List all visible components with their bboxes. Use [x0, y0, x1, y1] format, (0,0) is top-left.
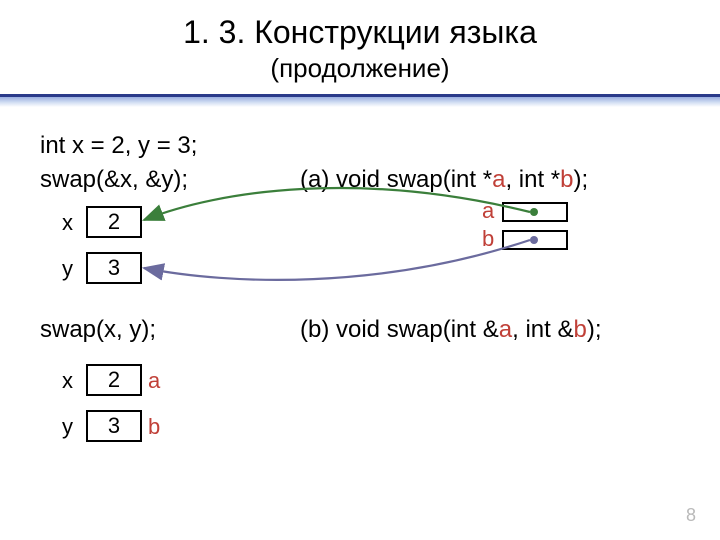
val-x: 2 [108, 209, 120, 235]
box-b [502, 230, 568, 250]
sig-b-param-a: a [499, 316, 512, 343]
val-x2: 2 [108, 367, 120, 393]
ref-b: b [148, 414, 160, 440]
page-number: 8 [686, 505, 696, 526]
signature-b: (b) void swap(int &a, int &b); [300, 316, 602, 344]
label-x: x [62, 210, 73, 236]
sig-a-param-a: a [492, 166, 505, 193]
header-rule [0, 94, 720, 107]
slide: 1. 3. Конструкции языка (продолжение) in… [0, 0, 720, 540]
sig-a-mid: , int * [505, 166, 560, 193]
label-b: b [482, 226, 494, 252]
sig-b-prefix: (b) void swap(int & [300, 316, 499, 343]
arrow-b-to-y [144, 240, 530, 280]
sig-a-param-b: b [560, 166, 573, 193]
code-line-3: swap(x, y); [40, 316, 156, 344]
code-line-2: swap(&x, &y); [40, 166, 188, 194]
val-y2: 3 [108, 413, 120, 439]
ref-a: a [148, 368, 160, 394]
slide-subtitle: (продолжение) [0, 53, 720, 84]
label-y: y [62, 256, 73, 282]
code-line-1: int x = 2, y = 3; [40, 132, 197, 160]
box-x: 2 [86, 206, 142, 238]
label-a: a [482, 198, 494, 224]
box-y2: 3 [86, 410, 142, 442]
val-y: 3 [108, 255, 120, 281]
sig-b-mid: , int & [512, 316, 573, 343]
box-x2: 2 [86, 364, 142, 396]
signature-a: (a) void swap(int *a, int *b); [300, 166, 588, 194]
label-y2: y [62, 414, 73, 440]
box-y: 3 [86, 252, 142, 284]
rule-gradient [0, 97, 720, 107]
slide-title: 1. 3. Конструкции языка [0, 14, 720, 51]
sig-a-suffix: ); [574, 166, 589, 193]
label-x2: x [62, 368, 73, 394]
sig-b-suffix: ); [587, 316, 602, 343]
content-area: int x = 2, y = 3; swap(&x, &y); (a) void… [0, 120, 720, 520]
title-area: 1. 3. Конструкции языка (продолжение) [0, 0, 720, 84]
sig-b-param-b: b [573, 316, 586, 343]
sig-a-prefix: (a) void swap(int * [300, 166, 492, 193]
box-a [502, 202, 568, 222]
